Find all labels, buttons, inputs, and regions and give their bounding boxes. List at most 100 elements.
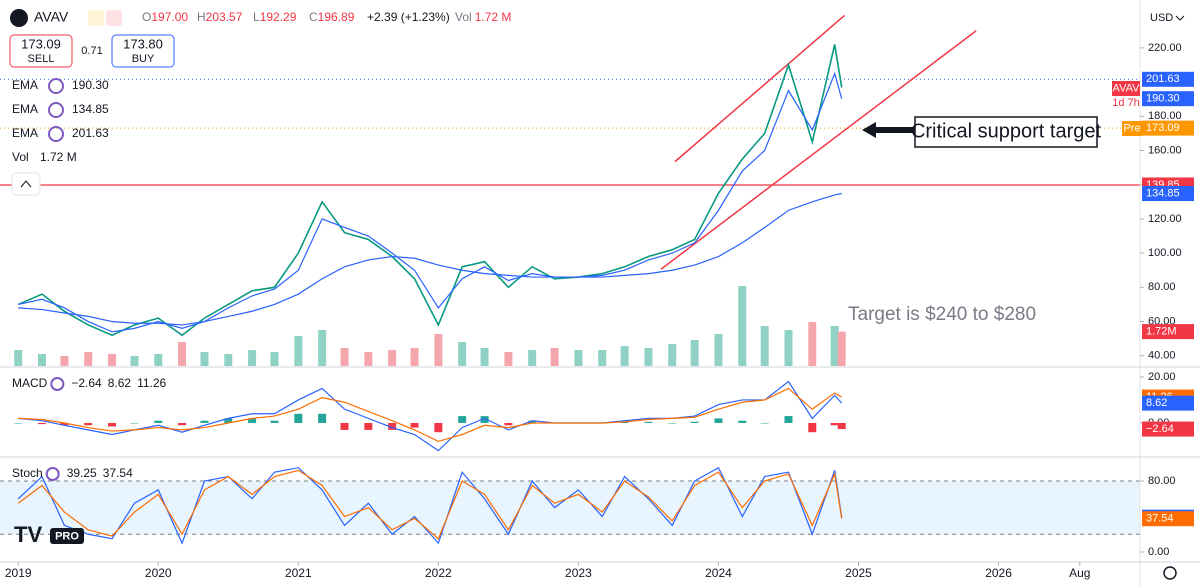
trend-line (660, 30, 977, 270)
histogram-bar (738, 420, 747, 423)
volume-tag-label: 1.72M (1146, 326, 1177, 338)
symbol-tag-label: AVAV (1113, 82, 1141, 94)
session-tag (1122, 121, 1142, 136)
volume-bar (340, 348, 349, 366)
volume-tag (1142, 324, 1194, 340)
x-tick-label: 2020 (145, 566, 172, 580)
currency[interactable]: USD (1150, 12, 1173, 24)
volume-bar (248, 350, 257, 366)
legend-value: 201.63 (72, 126, 109, 140)
x-tick-label: 2019 (5, 566, 32, 580)
ohlc-open: O197.00 (142, 10, 188, 24)
settings-icon[interactable] (1163, 566, 1177, 580)
legend-icon[interactable] (48, 78, 64, 94)
volume-bar (60, 356, 69, 366)
sell-button[interactable] (9, 34, 73, 68)
volume-bar (808, 322, 817, 366)
y-tick-label: 120.00 (1148, 213, 1182, 225)
symbol-tag (1112, 81, 1140, 96)
series-line (18, 192, 842, 326)
legend-icon[interactable] (48, 126, 64, 142)
histogram-bar (154, 420, 163, 423)
volume-bar (784, 330, 793, 366)
volume-bar (598, 350, 607, 366)
legend: EMA 190.30 EMA 134.85 EMA 201.63 Vol 1.7… (11, 78, 109, 196)
spread: 0.71 (81, 45, 102, 57)
price-tag (1142, 511, 1194, 527)
volume-bar (690, 340, 699, 366)
tv-logo: TV (14, 522, 42, 547)
histogram-bar (668, 422, 677, 424)
buy-button[interactable] (111, 34, 175, 68)
legend-icon (50, 377, 65, 391)
volume-bar (574, 350, 583, 366)
price-tag-label: 37.54 (1146, 513, 1174, 525)
volume-bar (480, 348, 489, 366)
volume-bar (14, 350, 23, 366)
volume-header: Vol 1.72 M (455, 10, 511, 24)
histogram-bar (388, 422, 397, 430)
price-tag (1142, 186, 1194, 202)
histogram-bar (480, 416, 489, 423)
legend-icon[interactable] (48, 102, 64, 118)
trend-line (674, 14, 845, 163)
buy-price: 173.80 (123, 36, 163, 51)
price-tag (1142, 395, 1194, 411)
volume-bar (364, 352, 373, 366)
histogram-bar (760, 422, 769, 424)
histogram-bar (410, 422, 419, 428)
y-tick-label: 40.00 (1148, 350, 1176, 362)
stoch-band (0, 481, 1140, 535)
change: +2.39 (+1.23%) (367, 10, 450, 24)
dividend-icon[interactable] (106, 10, 122, 26)
x-tick-label: 2025 (845, 566, 872, 580)
series-line (18, 387, 842, 443)
volume-bar (644, 348, 653, 366)
y-tick-label: 80.00 (1148, 281, 1176, 293)
histogram-bar (528, 420, 537, 423)
callout-box[interactable] (914, 116, 1098, 148)
volume-bar (760, 326, 769, 366)
ohlc-close: C196.89 (309, 10, 355, 24)
volume-bar (108, 354, 117, 366)
histogram-bar (830, 422, 839, 426)
session-icon[interactable] (88, 10, 104, 26)
volume-bar (154, 354, 163, 366)
pane-legend: MACD (12, 376, 48, 390)
legend-icon (45, 467, 60, 481)
y-tick-label: 0.00 (1148, 546, 1169, 558)
histogram-bar (60, 422, 69, 426)
volume-bar (318, 330, 327, 366)
ohlc-high: H203.57 (197, 10, 243, 24)
volume-bar (550, 348, 559, 366)
histogram-bar (14, 422, 23, 424)
volume-bar (200, 352, 209, 366)
histogram-bar (200, 420, 209, 423)
symbol-logo (10, 9, 28, 27)
plot-area (0, 14, 1140, 545)
pane-legend-value: 11.26 (137, 376, 166, 390)
legend-name: Vol (12, 150, 29, 164)
x-tick-label: 2024 (705, 566, 732, 580)
histogram-bar (38, 422, 47, 425)
collapse-button[interactable] (11, 172, 41, 196)
price-tag (1142, 421, 1194, 437)
y-tick-label: 80.00 (1148, 475, 1176, 487)
volume-bar (738, 286, 747, 366)
histogram-bar (248, 418, 257, 423)
price-tag-label: 8.62 (1146, 397, 1167, 409)
volume-bar (458, 342, 467, 366)
pane-legend-name: Stoch (12, 466, 43, 480)
histogram-bar (340, 422, 349, 430)
volume-bar (410, 348, 419, 366)
histogram-bar (808, 422, 817, 433)
series-line (18, 71, 843, 333)
y-tick-label: 100.00 (1148, 247, 1182, 259)
y-tick-label: 220.00 (1148, 42, 1182, 54)
target-note[interactable]: Target is $240 to $280 (848, 304, 1036, 325)
histogram-bar (644, 421, 653, 423)
symbol[interactable]: AVAV (34, 9, 69, 25)
histogram-bar (224, 418, 233, 423)
